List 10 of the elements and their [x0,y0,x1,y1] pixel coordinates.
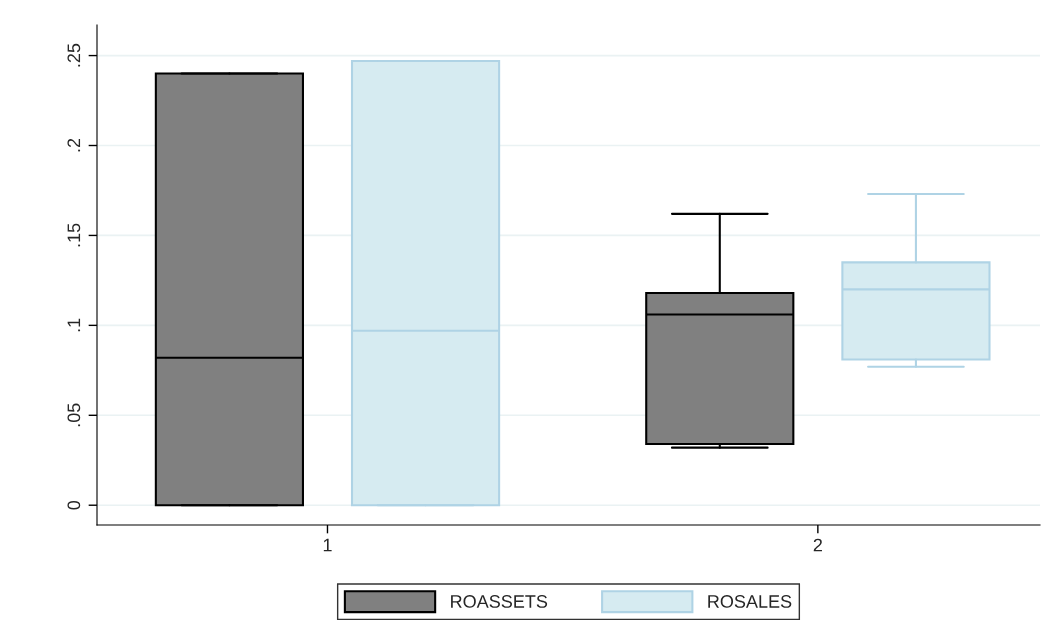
y-tick-label: .1 [67,318,81,332]
y-tick-label: .2 [67,138,81,152]
y-tick-label: .05 [67,403,81,427]
legend-label: ROASSETS [451,595,548,608]
x-tick-label: 2 [813,538,822,552]
legend-label: ROSALES [708,595,792,608]
x-tick-label: 1 [323,538,332,552]
y-tick-label: .15 [67,223,81,247]
y-tick-label: .25 [67,43,81,67]
y-tick-label: 0 [67,500,81,510]
